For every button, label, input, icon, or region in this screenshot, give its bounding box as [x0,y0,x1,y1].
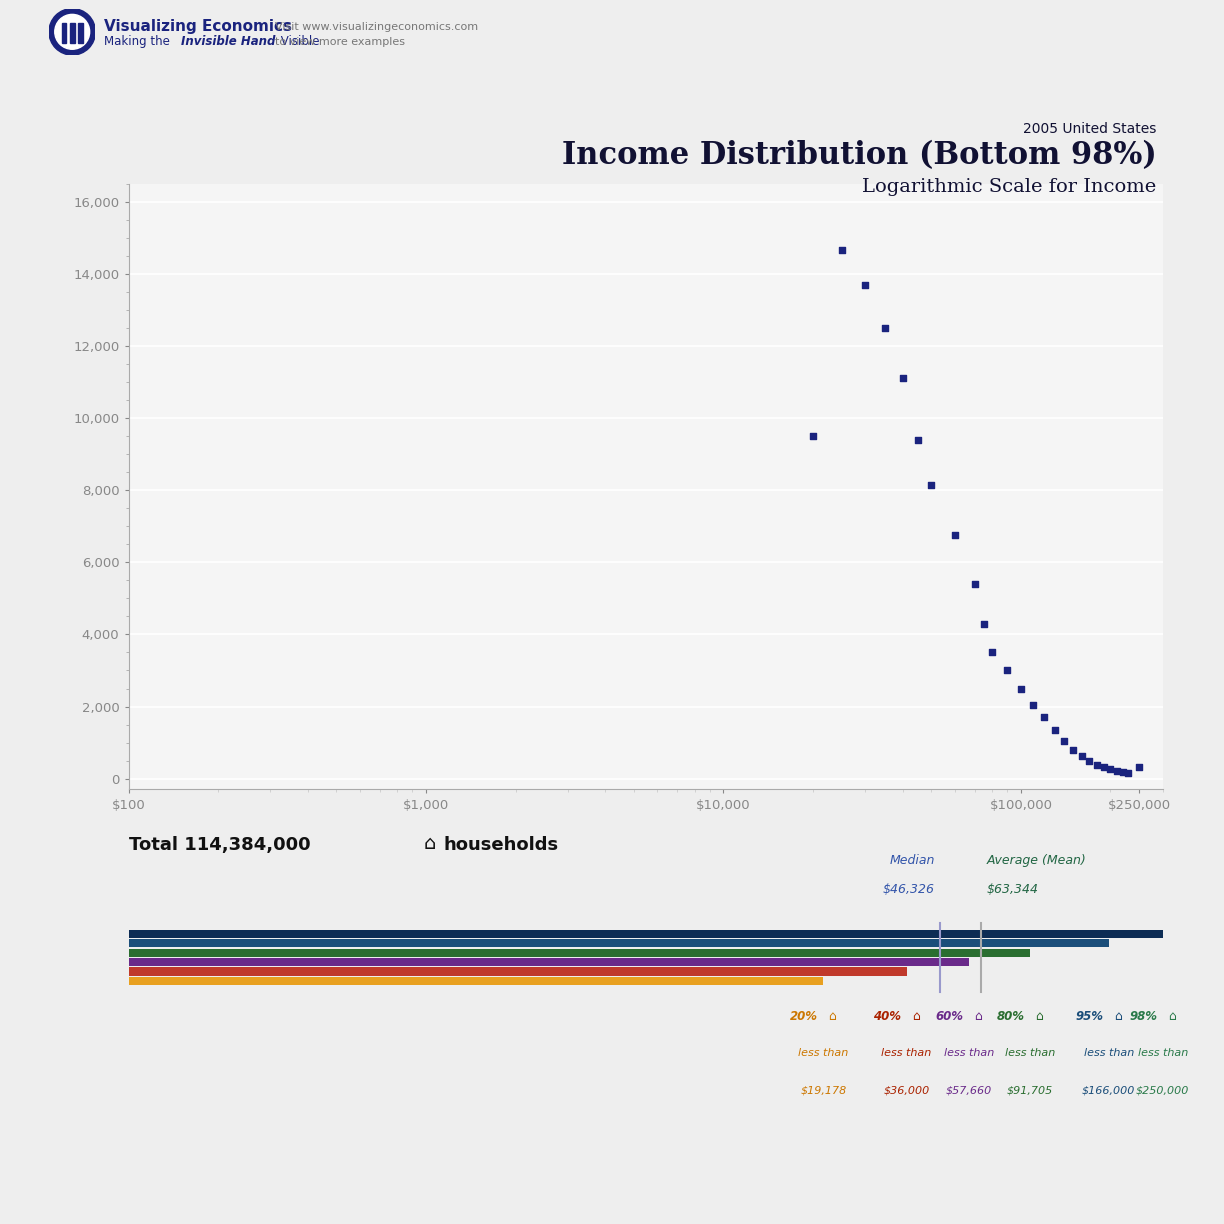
Bar [61,22,66,44]
Text: less than: less than [1083,1048,1133,1058]
Point [1045,720,1065,739]
Point [1113,763,1132,782]
Point [1023,695,1043,715]
Bar [129,977,824,985]
Text: less than: less than [1137,1048,1189,1058]
Text: ⌂: ⌂ [424,834,436,853]
Text: Total 114,384,000: Total 114,384,000 [129,836,310,853]
Text: $57,660: $57,660 [946,1086,991,1095]
Text: ⌂: ⌂ [912,1011,919,1023]
Point [1119,763,1138,782]
Text: to view more examples: to view more examples [275,37,405,47]
Text: 95%: 95% [1076,1011,1104,1023]
Point [1106,761,1126,781]
Point [892,368,912,388]
Text: less than: less than [1005,1048,1055,1058]
Point [983,643,1002,662]
Text: less than: less than [944,1048,994,1058]
Point [965,574,984,594]
Text: Invisible Hand: Invisible Hand [181,35,275,48]
Point [922,475,941,494]
Bar [129,939,1109,947]
Point [945,525,965,545]
Text: Logarithmic Scale for Income: Logarithmic Scale for Income [863,177,1157,196]
Bar [129,967,907,976]
Bar [78,22,83,44]
Text: Average (Mean): Average (Mean) [987,854,1086,868]
Text: $166,000: $166,000 [1082,1086,1136,1095]
Bar [129,949,1031,957]
Point [1087,755,1106,775]
Text: $91,705: $91,705 [1007,1086,1054,1095]
Point [1080,752,1099,771]
Text: 20%: 20% [791,1011,818,1023]
Text: 60%: 60% [935,1011,963,1023]
Text: less than: less than [881,1048,931,1058]
Text: 2005 United States: 2005 United States [1023,122,1157,136]
Text: Median: Median [890,854,935,868]
Text: 98%: 98% [1130,1011,1158,1023]
Text: $250,000: $250,000 [1136,1086,1190,1095]
Point [832,241,852,261]
Text: $63,344: $63,344 [987,883,1038,896]
Point [1100,759,1120,780]
Point [998,661,1017,681]
Point [908,430,928,449]
Point [1064,741,1083,760]
Text: ⌂: ⌂ [1168,1011,1176,1023]
Point [1011,678,1031,698]
Point [1034,707,1054,727]
Text: 40%: 40% [874,1011,901,1023]
Point [875,318,895,338]
Text: Visualizing Economics: Visualizing Economics [104,20,293,34]
Text: $19,178: $19,178 [800,1086,847,1095]
Text: less than: less than [798,1048,848,1058]
Circle shape [49,9,95,55]
Point [1055,731,1075,750]
Point [1094,758,1114,777]
Text: ⌂: ⌂ [1036,1011,1043,1023]
Circle shape [55,15,89,49]
Bar [70,22,75,44]
Text: ⌂: ⌂ [829,1011,836,1023]
Point [803,426,823,446]
Bar [129,930,1163,938]
Point [1130,758,1149,777]
Text: Visit www.visualizingeconomics.com: Visit www.visualizingeconomics.com [275,22,479,32]
Text: $36,000: $36,000 [884,1086,930,1095]
Text: 80%: 80% [998,1011,1024,1023]
Text: Visible: Visible [277,35,319,48]
Point [856,275,875,295]
Text: $46,326: $46,326 [883,883,935,896]
Point [1072,747,1092,766]
Text: ⌂: ⌂ [1114,1011,1121,1023]
Text: households: households [444,836,559,853]
Text: ⌂: ⌂ [974,1011,982,1023]
Bar [129,958,969,966]
Text: Making the: Making the [104,35,174,48]
Point [974,613,994,633]
Text: Income Distribution (Bottom 98%): Income Distribution (Bottom 98%) [562,141,1157,171]
